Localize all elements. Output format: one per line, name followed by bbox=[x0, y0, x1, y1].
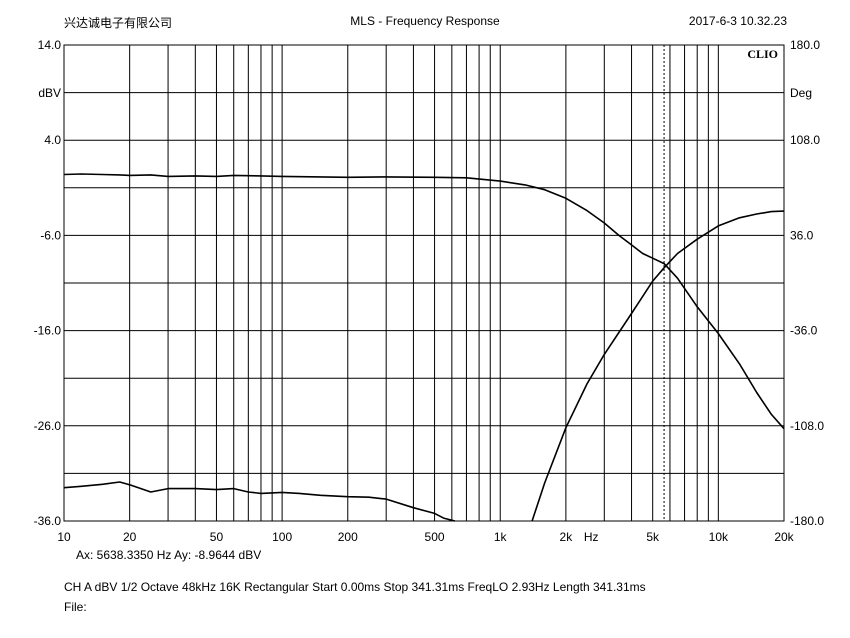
measurement-settings: CH A dBV 1/2 Octave 48kHz 16K Rectangula… bbox=[64, 580, 646, 594]
y-right-tick-labels: 180.0 108.0 36.0 -36.0 -108.0 -180.0 bbox=[790, 38, 824, 528]
y-right-unit-label: Deg bbox=[790, 86, 812, 100]
clio-brand-label: CLIO bbox=[747, 47, 778, 61]
x-unit-label: Hz bbox=[584, 530, 599, 544]
x-tick-label: 5k bbox=[646, 530, 660, 544]
y-right-tick-label: 180.0 bbox=[790, 38, 820, 52]
cursor-readout: Ax: 5638.3350 Hz Ay: -8.9644 dBV bbox=[76, 548, 262, 562]
y-left-tick-label: 4.0 bbox=[44, 133, 61, 147]
x-tick-label: 2k bbox=[560, 530, 574, 544]
y-right-tick-label: -36.0 bbox=[790, 324, 818, 338]
company-name: 兴达诚电子有限公司 bbox=[64, 16, 173, 30]
y-left-tick-label: -6.0 bbox=[40, 228, 61, 242]
y-right-tick-label: -180.0 bbox=[790, 514, 824, 528]
x-tick-label: 20 bbox=[123, 530, 137, 544]
x-tick-label: 10 bbox=[57, 530, 71, 544]
grid-major bbox=[64, 92, 784, 474]
series-line-1 bbox=[63, 173, 785, 430]
file-label: File: bbox=[64, 600, 87, 614]
y-right-tick-label: -108.0 bbox=[790, 419, 824, 433]
y-right-tick-label: 36.0 bbox=[790, 228, 814, 242]
y-left-tick-label: -16.0 bbox=[34, 324, 62, 338]
x-tick-label: 50 bbox=[210, 530, 224, 544]
x-tick-label: 500 bbox=[425, 530, 445, 544]
y-left-tick-labels: 14.0 4.0 -6.0 -16.0 -26.0 -36.0 bbox=[34, 38, 62, 528]
series-line-2 bbox=[63, 481, 456, 522]
y-left-unit-label: dBV bbox=[38, 86, 61, 100]
y-left-tick-label: 14.0 bbox=[38, 38, 62, 52]
y-left-tick-label: -36.0 bbox=[34, 514, 62, 528]
series-line-3 bbox=[531, 210, 785, 522]
timestamp: 2017-6-3 10.32.23 bbox=[688, 14, 787, 28]
series-layer bbox=[63, 173, 785, 522]
x-tick-label: 1k bbox=[494, 530, 508, 544]
x-tick-label: 10k bbox=[709, 530, 729, 544]
x-tick-label: 20k bbox=[774, 530, 794, 544]
x-tick-label: 100 bbox=[272, 530, 292, 544]
x-tick-label: 200 bbox=[338, 530, 358, 544]
chart-title: MLS - Frequency Response bbox=[350, 14, 500, 28]
x-tick-labels: 10 20 50 100 200 500 1k 2k 5k 10k 20k bbox=[57, 530, 794, 544]
plot-frame bbox=[63, 44, 785, 522]
y-right-tick-label: 108.0 bbox=[790, 133, 820, 147]
y-left-tick-label: -26.0 bbox=[34, 419, 62, 433]
